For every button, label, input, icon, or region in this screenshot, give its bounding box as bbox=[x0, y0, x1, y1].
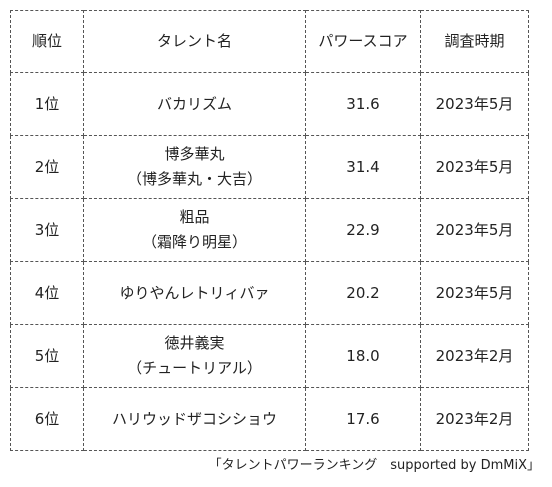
survey-period-cell: 2023年2月 bbox=[420, 387, 529, 451]
talent-group-name: （チュートリアル） bbox=[127, 359, 262, 377]
survey-period-cell: 2023年5月 bbox=[420, 198, 529, 262]
table-row: 5位 徳井義実 （チュートリアル） 18.0 2023年2月 bbox=[10, 324, 529, 388]
talent-ranking-table: 順位 タレント名 パワースコア 調査時期 1位 バカリズム 31.6 2023年… bbox=[10, 10, 529, 451]
talent-name-cell: ゆりやんレトリィバァ bbox=[83, 261, 306, 325]
talent-name-cell: バカリズム bbox=[83, 72, 306, 136]
rank-cell: 4位 bbox=[10, 261, 84, 325]
survey-period-cell: 2023年2月 bbox=[420, 324, 529, 388]
table-row: 4位 ゆりやんレトリィバァ 20.2 2023年5月 bbox=[10, 261, 529, 325]
rank-cell: 3位 bbox=[10, 198, 84, 262]
power-score-cell: 31.4 bbox=[305, 135, 421, 199]
source-caption: 「タレントパワーランキング supported by DmMiX」 bbox=[208, 458, 540, 473]
rank-cell: 6位 bbox=[10, 387, 84, 451]
table-row: 3位 粗品 （霜降り明星） 22.9 2023年5月 bbox=[10, 198, 529, 262]
talent-name-cell: ハリウッドザコシショウ bbox=[83, 387, 306, 451]
header-rank: 順位 bbox=[10, 10, 84, 73]
talent-name-cell: 粗品 （霜降り明星） bbox=[83, 198, 306, 262]
power-score-cell: 22.9 bbox=[305, 198, 421, 262]
talent-name: ゆりやんレトリィバァ bbox=[119, 283, 270, 302]
talent-group-name: （博多華丸・大吉） bbox=[126, 170, 262, 188]
talent-group-name: （霜降り明星） bbox=[141, 233, 247, 251]
survey-period-cell: 2023年5月 bbox=[420, 261, 529, 325]
header-survey-period: 調査時期 bbox=[420, 10, 529, 73]
table-header-row: 順位 タレント名 パワースコア 調査時期 bbox=[10, 10, 529, 73]
power-score-cell: 20.2 bbox=[305, 261, 421, 325]
talent-name-cell: 博多華丸 （博多華丸・大吉） bbox=[83, 135, 306, 199]
header-talent-name: タレント名 bbox=[83, 10, 306, 73]
talent-name: 粗品 bbox=[179, 208, 210, 226]
talent-name: バカリズム bbox=[156, 94, 232, 113]
table-row: 2位 博多華丸 （博多華丸・大吉） 31.4 2023年5月 bbox=[10, 135, 529, 199]
power-score-cell: 31.6 bbox=[305, 72, 421, 136]
survey-period-cell: 2023年5月 bbox=[420, 72, 529, 136]
header-power-score: パワースコア bbox=[305, 10, 421, 73]
talent-name: 徳井義実 bbox=[164, 334, 225, 352]
talent-name: ハリウッドザコシショウ bbox=[111, 409, 277, 428]
talent-name: 博多華丸 bbox=[164, 145, 225, 163]
table-row: 1位 バカリズム 31.6 2023年5月 bbox=[10, 72, 529, 136]
rank-cell: 1位 bbox=[10, 72, 84, 136]
table-row: 6位 ハリウッドザコシショウ 17.6 2023年2月 bbox=[10, 387, 529, 451]
talent-name-cell: 徳井義実 （チュートリアル） bbox=[83, 324, 306, 388]
survey-period-cell: 2023年5月 bbox=[420, 135, 529, 199]
power-score-cell: 18.0 bbox=[305, 324, 421, 388]
power-score-cell: 17.6 bbox=[305, 387, 421, 451]
rank-cell: 5位 bbox=[10, 324, 84, 388]
rank-cell: 2位 bbox=[10, 135, 84, 199]
